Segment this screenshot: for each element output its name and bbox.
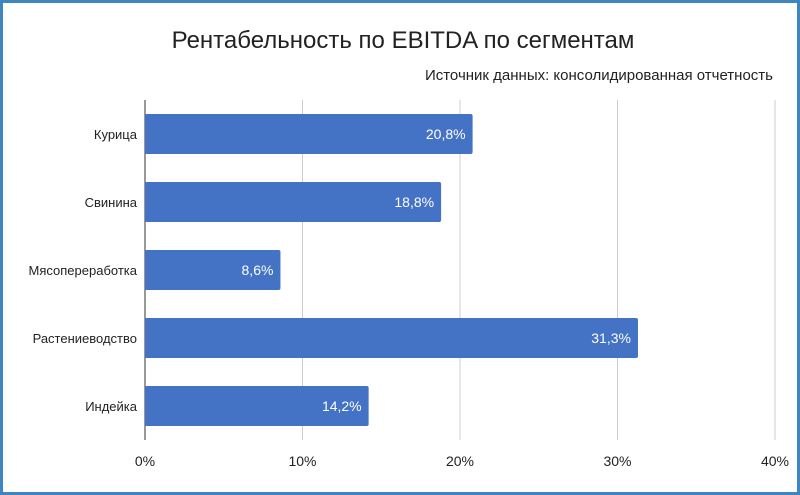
bar (145, 386, 369, 426)
category-label: Индейка (85, 399, 138, 414)
data-label: 8,6% (242, 262, 274, 278)
data-label: 18,8% (394, 194, 434, 210)
data-label: 20,8% (426, 126, 466, 142)
bar (145, 318, 638, 358)
x-tick-label: 10% (288, 453, 316, 469)
bar (145, 182, 442, 222)
chart-subtitle: Источник данных: консолидированная отчет… (424, 67, 773, 84)
category-label: Курица (94, 127, 138, 142)
chart-title: Рентабельность по EBITDA по сегментам (171, 27, 635, 54)
x-tick-label: 0% (135, 453, 155, 469)
data-label: 31,3% (591, 330, 631, 346)
category-label: Мясопереработка (29, 263, 138, 278)
category-label: Свинина (85, 195, 138, 210)
bar (145, 114, 473, 154)
category-label: Растениеводство (33, 331, 137, 346)
data-label: 14,2% (322, 398, 362, 414)
bar (145, 250, 281, 290)
x-tick-label: 40% (761, 453, 789, 469)
x-tick-label: 20% (446, 453, 474, 469)
x-tick-label: 30% (603, 453, 631, 469)
